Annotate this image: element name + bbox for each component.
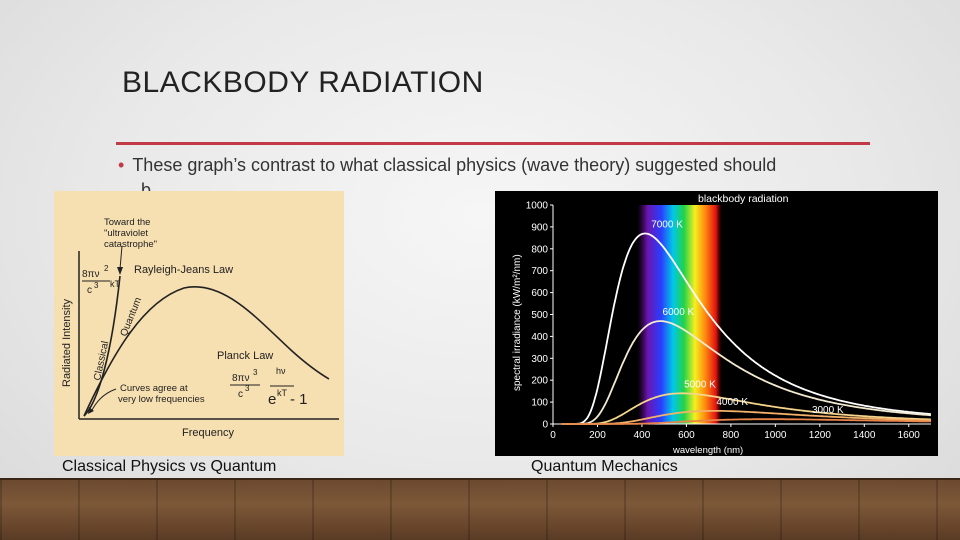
planck-denominator: c bbox=[238, 389, 243, 400]
right-chart-title: blackbody radiation bbox=[698, 193, 789, 205]
series-label: 6000 K bbox=[663, 307, 695, 318]
series-line-3000-k bbox=[561, 418, 931, 425]
planck-numerator: 8πν bbox=[232, 373, 249, 384]
right-x-label: wavelength (nm) bbox=[672, 445, 743, 456]
x-tick-label: 1000 bbox=[764, 430, 787, 441]
x-tick-label: 200 bbox=[589, 430, 606, 441]
series-line-5000-k bbox=[561, 392, 932, 425]
series-line-6000-k bbox=[561, 320, 931, 425]
rj-numerator: 8πν bbox=[82, 269, 99, 280]
uv-annotation-1: Toward the bbox=[104, 217, 150, 228]
series-label: 3000 K bbox=[812, 405, 844, 416]
bullet-dot-icon: • bbox=[118, 155, 125, 175]
series-label: 7000 K bbox=[651, 219, 683, 230]
x-tick-label: 1200 bbox=[809, 430, 832, 441]
series-label: 4000 K bbox=[716, 397, 748, 408]
y-tick-label: 0 bbox=[542, 420, 548, 431]
agree-arrow bbox=[91, 388, 117, 411]
planck-den-exponent: 3 bbox=[245, 384, 250, 393]
left-figure-background bbox=[54, 191, 344, 456]
y-tick-label: 300 bbox=[531, 354, 548, 365]
classical-vs-quantum-figure: Toward the "ultraviolet catastrophe" Ray… bbox=[54, 191, 344, 456]
left-y-label: Radiated Intensity bbox=[61, 298, 73, 387]
left-caption: Classical Physics vs Quantum bbox=[62, 458, 277, 475]
blackbody-spectrum-chart: 0 100 200 300 400 500 600 700 800 900 1000 0 200 400 6… bbox=[495, 191, 938, 456]
series-line-4000-k bbox=[561, 410, 931, 425]
bullet-text: • These graph’s contrast to what classica… bbox=[118, 155, 776, 176]
x-tick-label: 600 bbox=[678, 430, 695, 441]
rj-den-exponent: 3 bbox=[94, 281, 99, 290]
uv-annotation-2: "ultraviolet bbox=[104, 228, 148, 239]
y-tick-label: 200 bbox=[531, 376, 548, 387]
uv-arrow-head-icon bbox=[117, 267, 123, 275]
y-tick-label: 500 bbox=[531, 310, 548, 321]
planck-curve bbox=[83, 285, 330, 417]
planck-law-label: Planck Law bbox=[217, 350, 273, 362]
planck-e: e bbox=[268, 391, 276, 408]
x-tick-label: 1600 bbox=[898, 430, 921, 441]
slide-title: BLACKBODY RADIATION bbox=[122, 66, 484, 99]
planck-hv-numerator: hν bbox=[276, 366, 286, 376]
title-divider bbox=[116, 142, 870, 145]
x-tick-label: 400 bbox=[634, 430, 651, 441]
uv-annotation-3: catastrophe" bbox=[104, 239, 157, 250]
rj-num-exponent: 2 bbox=[104, 264, 109, 273]
wood-floor-decoration bbox=[0, 480, 960, 540]
rj-kt: kT bbox=[110, 279, 121, 289]
x-tick-label: 1400 bbox=[853, 430, 876, 441]
y-tick-label: 100 bbox=[531, 398, 548, 409]
right-y-label: spectral irradiance (kW/m²/nm) bbox=[512, 254, 523, 391]
bullet-overflow-char: b bbox=[141, 180, 152, 200]
rayleigh-jeans-label: Rayleigh-Jeans Law bbox=[134, 264, 233, 276]
curves-agree-1: Curves agree at bbox=[120, 383, 188, 394]
x-tick-label: 800 bbox=[723, 430, 740, 441]
x-tick-label: 0 bbox=[550, 430, 556, 441]
y-tick-label: 700 bbox=[531, 266, 548, 277]
y-tick-label: 600 bbox=[531, 288, 548, 299]
planck-num-exponent: 3 bbox=[253, 368, 258, 377]
series-label: 5000 K bbox=[684, 379, 716, 390]
planck-minus-one: - 1 bbox=[290, 391, 308, 408]
rj-denominator: c bbox=[87, 285, 92, 296]
curves-agree-2: very low frequencies bbox=[118, 394, 205, 405]
series-line-7000-k bbox=[561, 232, 932, 425]
planck-kt: kT bbox=[277, 388, 288, 398]
right-caption: Quantum Mechanics bbox=[531, 458, 678, 475]
bullet-content: These graph’s contrast to what classical… bbox=[132, 155, 777, 175]
y-tick-label: 400 bbox=[531, 332, 548, 343]
y-tick-label: 1000 bbox=[526, 201, 549, 212]
y-tick-label: 900 bbox=[531, 222, 548, 233]
agree-arrow-head-icon bbox=[88, 407, 94, 414]
left-x-label: Frequency bbox=[182, 427, 234, 439]
uv-arrow bbox=[119, 245, 123, 270]
y-tick-label: 800 bbox=[531, 244, 548, 255]
